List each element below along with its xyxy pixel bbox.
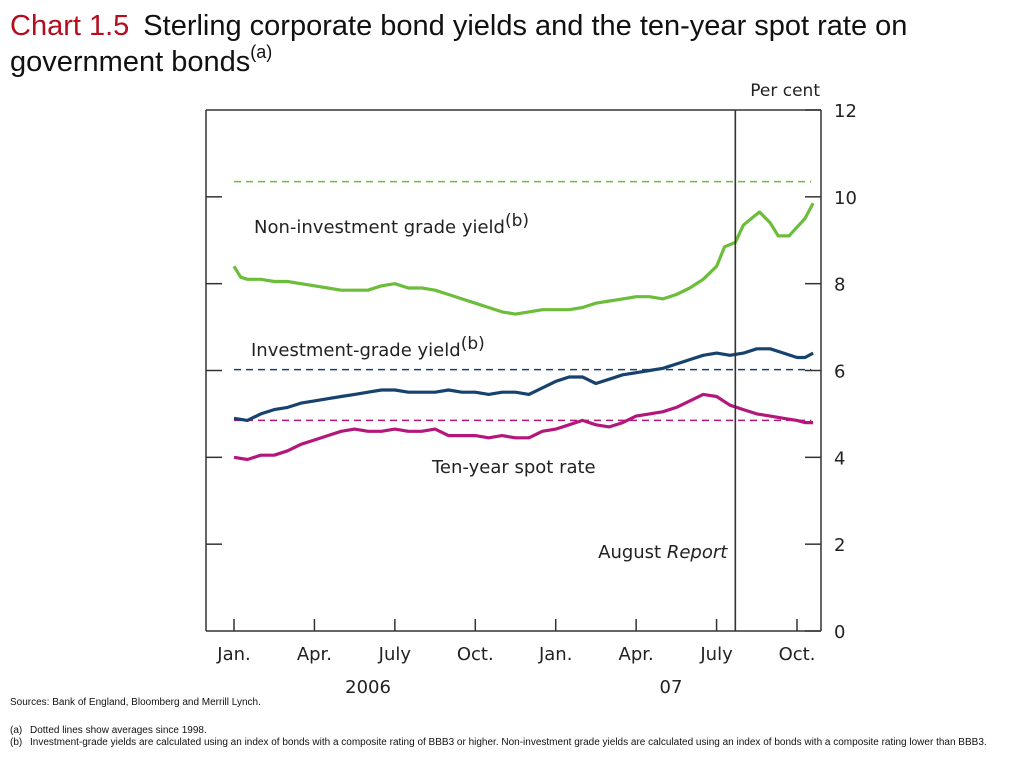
series-line-2 xyxy=(233,392,814,462)
series-line-1 xyxy=(233,347,814,422)
title-footnote-marker: (a) xyxy=(250,42,273,62)
chart: 0 2 4 6 8 10 12 Per cent Jan. Apr. July Oct. Jan. Apr… xyxy=(205,81,857,698)
y-axis-label: Per cent xyxy=(750,81,820,101)
chart-title: Chart 1.5 Sterling corporate bond yields … xyxy=(10,8,1010,80)
annotation-text: August xyxy=(598,542,667,563)
x-tick-label: Oct. xyxy=(779,644,816,665)
y-tick-label: 4 xyxy=(834,448,845,469)
series-footnote-marker: (b) xyxy=(505,211,529,231)
footnote-text: Investment-grade yields are calculated u… xyxy=(30,737,987,748)
sources: Sources: Bank of England, Bloomberg and … xyxy=(10,697,261,708)
x-year-label: 2006 xyxy=(345,677,391,698)
x-tick-label: Apr. xyxy=(619,644,654,665)
x-tick-label: Jan. xyxy=(216,644,250,665)
series-label-0: Non-investment grade yield(b) xyxy=(254,211,529,238)
y-tick-label: 2 xyxy=(834,535,845,556)
series-name: Investment-grade yield xyxy=(251,340,461,361)
footnote-text: Dotted lines show averages since 1998. xyxy=(30,725,207,736)
chart-title-text: Sterling corporate bond yields and the t… xyxy=(10,10,908,78)
y-tick-label: 0 xyxy=(834,622,845,643)
x-tick-label: July xyxy=(699,644,733,665)
y-tick-label: 12 xyxy=(834,101,857,122)
august-report-label: August Report xyxy=(598,542,728,563)
x-tick-label: Apr. xyxy=(297,644,332,665)
y-tick-label: 10 xyxy=(834,188,857,209)
chart-number: Chart 1.5 xyxy=(10,10,130,42)
series-line-0 xyxy=(232,202,815,316)
series-name: Non-investment grade yield xyxy=(254,217,505,238)
series-name: Ten-year spot rate xyxy=(431,457,596,478)
footnote-b: (b) Investment-grade yields are calculate… xyxy=(10,737,1015,749)
series-label-1: Investment-grade yield(b) xyxy=(251,334,485,361)
y-tick-label: 6 xyxy=(834,362,845,383)
annotation-italic-text: Report xyxy=(667,542,728,563)
x-year-label: 07 xyxy=(660,677,683,698)
x-tick-label: July xyxy=(378,644,412,665)
x-tick-label: Oct. xyxy=(457,644,494,665)
footnote-label: (a) xyxy=(10,725,23,736)
footnote-a: (a) Dotted lines show averages since 1998… xyxy=(10,725,1015,737)
series-label-2: Ten-year spot rate xyxy=(431,457,596,478)
series-footnote-marker: (b) xyxy=(461,334,485,354)
y-tick-label: 8 xyxy=(834,275,845,296)
footnotes: (a) Dotted lines show averages since 1998… xyxy=(10,725,1015,749)
x-tick-label: Jan. xyxy=(538,644,572,665)
footnote-label: (b) xyxy=(10,737,23,748)
